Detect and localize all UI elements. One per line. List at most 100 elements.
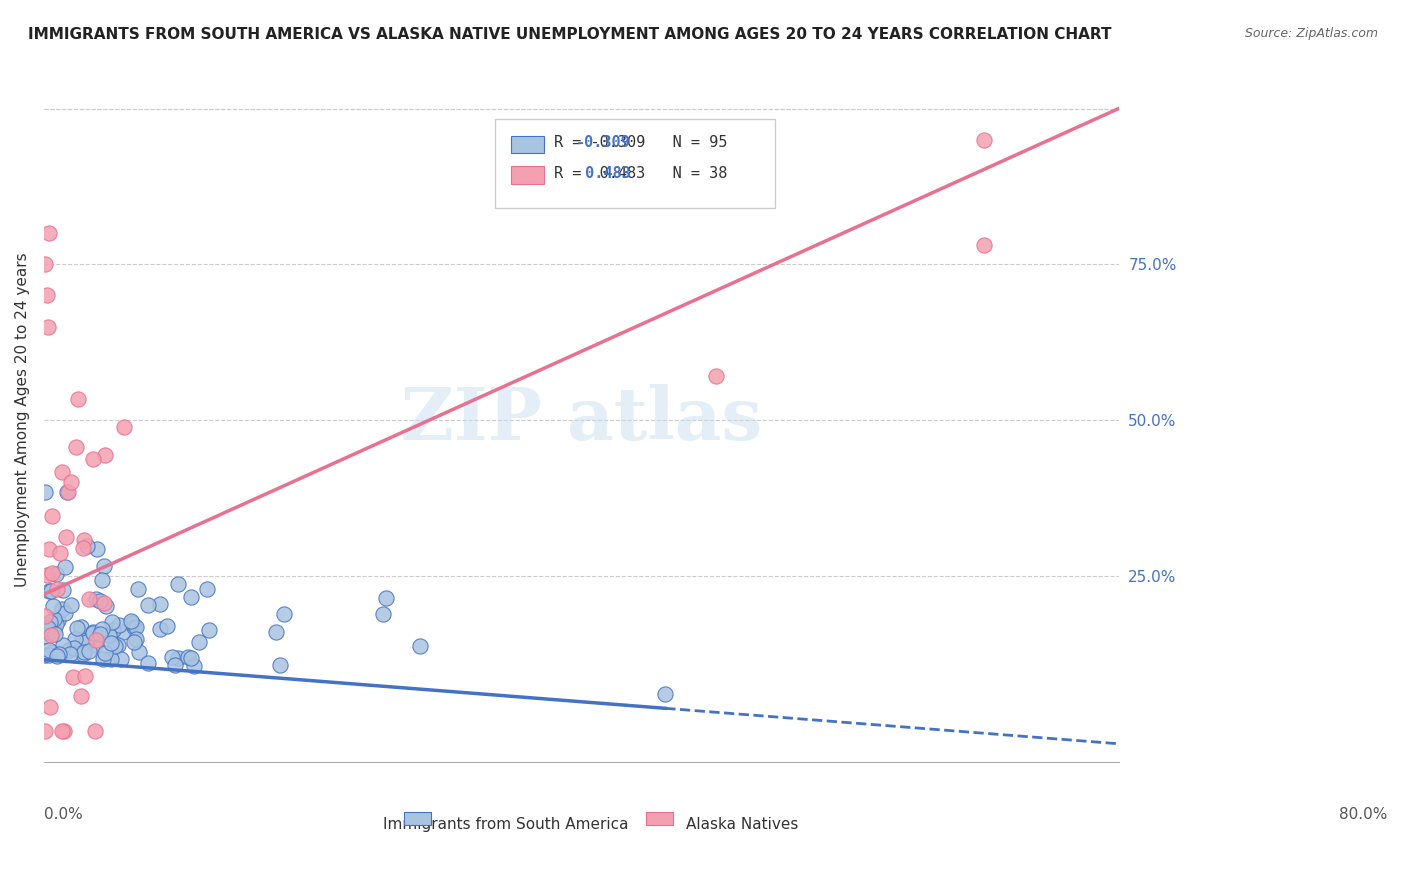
Text: Alaska Natives: Alaska Natives [686,817,799,832]
Point [91,652,114,666]
Point [125,619,148,633]
Point [104,639,127,653]
Point [188,635,211,649]
Point [41,645,63,659]
Point [59,647,82,661]
Point [56,485,79,500]
Point [65,441,87,455]
Point [49,546,72,560]
Point [84,632,107,647]
Point [110,652,132,666]
Point [101,615,124,629]
Point [55,530,77,544]
Point [93,559,115,574]
Point [39,628,62,642]
Point [46,648,69,663]
Point [73,533,96,547]
Point [704,369,727,384]
Point [52,582,75,597]
Point [72,633,94,648]
Point [38,583,60,598]
Point [56,484,79,499]
FancyBboxPatch shape [404,812,430,825]
Point [374,591,396,605]
Point [51,465,73,479]
Point [48,647,70,661]
Point [51,602,73,616]
Point [89,594,111,608]
Point [654,687,676,701]
Point [100,636,122,650]
Point [73,669,96,683]
Point [66,621,89,635]
Point [38,648,60,662]
Point [373,607,395,621]
Point [197,623,219,637]
Point [149,622,172,636]
Point [65,632,87,646]
Point [93,596,115,610]
Point [180,590,202,604]
Point [45,617,67,632]
Point [165,658,187,673]
Point [39,583,62,598]
Point [63,640,86,655]
Point [100,652,122,666]
Point [162,649,184,664]
Point [37,621,59,635]
Point [38,541,60,556]
Point [58,642,80,657]
Point [973,237,995,252]
Point [112,625,135,640]
Point [79,591,101,606]
Point [41,508,63,523]
Point [973,133,995,147]
Point [120,614,142,628]
Point [37,567,59,582]
Point [136,598,159,612]
Point [41,599,63,613]
FancyBboxPatch shape [495,119,775,208]
Point [112,420,135,434]
Text: IMMIGRANTS FROM SOUTH AMERICA VS ALASKA NATIVE UNEMPLOYMENT AMONG AGES 20 TO 24 : IMMIGRANTS FROM SOUTH AMERICA VS ALASKA … [28,27,1112,42]
Text: 80.0%: 80.0% [1339,807,1388,822]
Point [59,475,82,490]
Point [89,627,111,641]
Y-axis label: Unemployment Among Ages 20 to 24 years: Unemployment Among Ages 20 to 24 years [15,252,30,587]
Point [86,541,108,556]
Text: 0.483: 0.483 [576,166,631,181]
Point [70,620,93,634]
Point [122,620,145,634]
Point [34,648,56,662]
Point [94,646,117,660]
Point [167,651,190,665]
Point [34,723,56,738]
Text: Immigrants from South America: Immigrants from South America [384,817,628,832]
Point [97,628,120,642]
Point [82,451,104,466]
Point [41,566,63,581]
Point [70,690,93,704]
Point [82,626,104,640]
Text: R = -0.309   N = 95: R = -0.309 N = 95 [554,135,728,150]
Point [38,226,60,240]
Point [127,582,149,596]
Text: -0.309: -0.309 [576,135,631,150]
Point [53,559,76,574]
Text: R =  0.483   N = 38: R = 0.483 N = 38 [554,166,728,181]
Point [44,627,66,641]
Point [91,573,114,587]
Point [39,615,62,630]
Point [39,615,62,629]
Point [42,623,65,637]
Point [59,598,82,612]
Point [52,723,75,738]
Point [77,644,100,658]
Point [72,645,94,659]
Point [195,582,218,596]
Point [39,625,62,640]
Point [34,257,56,271]
Point [37,319,59,334]
Point [76,540,98,554]
Point [45,582,67,596]
